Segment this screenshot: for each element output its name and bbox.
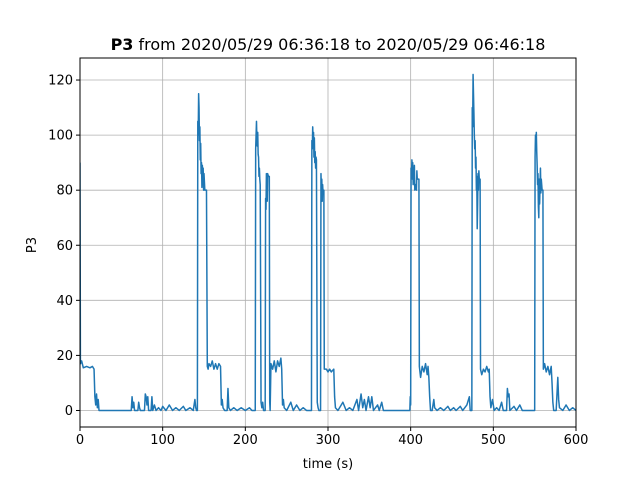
data-line-layer xyxy=(80,73,576,412)
y-tick-label: 100 xyxy=(48,129,73,144)
y-tick-label: 120 xyxy=(48,74,73,89)
y-axis-ticks: 0 20 40 60 80 100 120 xyxy=(48,74,80,419)
x-tick-label: 300 xyxy=(316,433,341,448)
x-tick-label: 600 xyxy=(564,433,589,448)
grid-lines xyxy=(79,58,577,427)
series-line xyxy=(80,73,576,412)
x-tick-label: 400 xyxy=(398,433,423,448)
y-tick-label: 20 xyxy=(56,349,73,364)
y-tick-label: 80 xyxy=(56,184,73,199)
x-axis-ticks: 0 100 200 300 400 500 600 xyxy=(76,427,589,448)
x-tick-label: 200 xyxy=(233,433,258,448)
y-tick-label: 0 xyxy=(65,404,73,419)
x-tick-label: 500 xyxy=(481,433,506,448)
x-tick-label: 0 xyxy=(76,433,84,448)
chart-title-rest: from 2020/05/29 06:36:18 to 2020/05/29 0… xyxy=(133,35,545,54)
x-axis-label: time (s) xyxy=(303,457,353,472)
y-tick-label: 60 xyxy=(56,239,73,254)
y-tick-label: 40 xyxy=(56,294,73,309)
y-axis-label: P3 xyxy=(25,237,40,253)
chart-title-bold: P3 xyxy=(111,35,134,54)
chart-title: P3 from 2020/05/29 06:36:18 to 2020/05/2… xyxy=(111,35,546,54)
x-tick-label: 100 xyxy=(150,433,175,448)
